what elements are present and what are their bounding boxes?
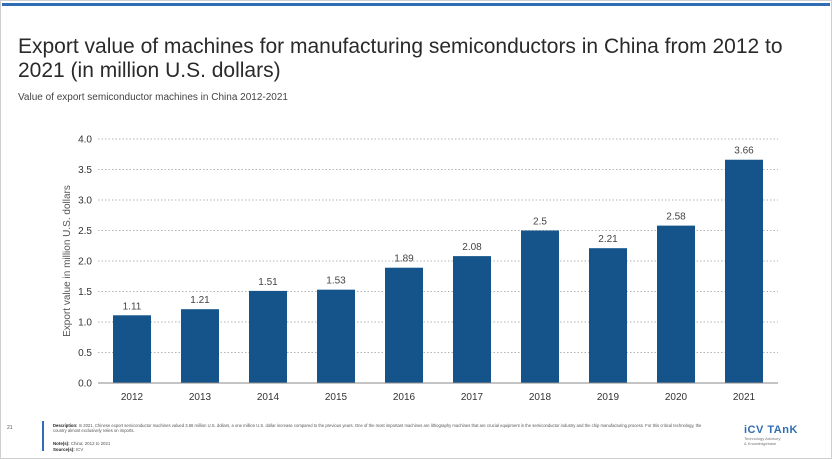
- x-tick-label: 2012: [121, 392, 144, 403]
- y-tick-label: 1.5: [78, 287, 92, 298]
- data-label: 2.08: [462, 242, 482, 253]
- data-label: 2.21: [598, 234, 618, 245]
- chart-title: Export value of machines for manufacturi…: [18, 35, 783, 82]
- top-accent-rule: [2, 3, 830, 6]
- chart-subtitle: Value of export semiconductor machines i…: [18, 92, 288, 103]
- page-number: 21: [7, 425, 13, 431]
- logo-tagline-2: & Knowledgebase: [744, 441, 777, 446]
- y-tick-label: 0.5: [78, 348, 92, 359]
- x-tick-label: 2021: [733, 392, 756, 403]
- source: Source(s): ICV: [53, 447, 83, 452]
- x-tick-label: 2015: [325, 392, 348, 403]
- x-tick-label: 2017: [461, 392, 484, 403]
- y-tick-label: 1.0: [78, 318, 92, 329]
- source-label: Source(s):: [53, 447, 75, 452]
- y-tick-label: 2.5: [78, 226, 92, 237]
- bar-2018: [521, 230, 559, 383]
- icv-tank-logo: iCV TAnK Technology Advisory & Knowledge…: [744, 424, 798, 446]
- y-tick-label: 2.0: [78, 257, 92, 268]
- logo-tagline-1: Technology Advisory: [744, 436, 781, 441]
- bar-2020: [657, 225, 695, 383]
- x-tick-label: 2014: [257, 392, 280, 403]
- data-label: 1.11: [123, 301, 142, 312]
- data-label: 3.66: [734, 146, 754, 157]
- description-label: Description:: [53, 423, 78, 428]
- bar-2016: [385, 267, 423, 383]
- bar-2013: [181, 309, 219, 383]
- note: Note(s): China; 2012 to 2021: [53, 441, 110, 446]
- y-tick-label: 3.5: [78, 165, 92, 176]
- data-labels: 1.11 1.21 1.51 1.53 1.89 2.08 2.5 2.21 2.58 3.66: [123, 146, 755, 313]
- note-text: China; 2012 to 2021: [70, 441, 111, 446]
- logo-wordmark: iCV TAnK: [744, 424, 798, 436]
- bar-2017: [453, 256, 491, 383]
- description-text: In 2021, Chinese export semiconductor ma…: [53, 423, 702, 434]
- data-label: 1.89: [394, 254, 414, 265]
- source-text: ICV: [75, 447, 84, 452]
- y-tick-label: 4.0: [78, 135, 92, 146]
- data-label: 2.5: [533, 217, 547, 228]
- x-tick-label: 2020: [665, 392, 688, 403]
- y-axis-label: Export value in million U.S. dollars: [62, 185, 73, 337]
- footer-accent-rule: [42, 421, 44, 451]
- bar-2019: [589, 248, 627, 383]
- description: Description: In 2021, Chinese export sem…: [53, 423, 703, 434]
- y-tick-label: 3.0: [78, 196, 92, 207]
- y-axis-ticks: 0.0 0.5 1.0 1.5 2.0 2.5 3.0 3.5 4.0: [78, 135, 92, 390]
- note-label: Note(s):: [53, 441, 70, 446]
- x-tick-label: 2016: [393, 392, 416, 403]
- x-axis-ticks: 2012 2013 2014 2015 2016 2017 2018 2019 2020 2021: [121, 392, 756, 403]
- bar-2014: [249, 290, 287, 383]
- bars: [113, 159, 763, 383]
- bar-2021: [725, 159, 763, 383]
- bar-2015: [317, 289, 355, 383]
- data-label: 1.51: [258, 277, 278, 288]
- data-label: 1.53: [326, 276, 346, 287]
- bar-2012: [113, 315, 151, 383]
- x-tick-label: 2013: [189, 392, 212, 403]
- footer: 21 Description: In 2021, Chinese export …: [0, 418, 832, 459]
- x-tick-label: 2019: [597, 392, 620, 403]
- data-label: 1.21: [190, 295, 210, 306]
- y-tick-label: 0.0: [78, 379, 92, 390]
- x-tick-label: 2018: [529, 392, 552, 403]
- data-label: 2.58: [666, 212, 686, 223]
